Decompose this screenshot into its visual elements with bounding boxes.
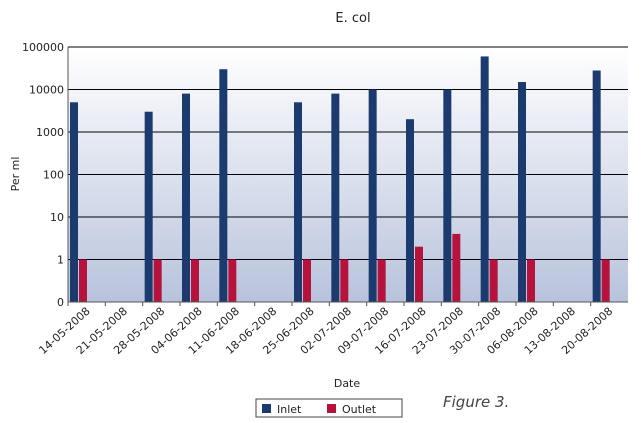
y-tick-label: 1 [57,254,64,267]
y-tick-label: 0 [57,296,64,309]
legend-label-outlet: Outlet [342,403,377,416]
bar-inlet [592,70,601,302]
figure-caption: Figure 3. [443,393,510,411]
bar-outlet [601,259,610,302]
bar-inlet [182,93,190,302]
bar-inlet [219,69,228,302]
bar-inlet [294,102,302,302]
y-tick-label: 100 [43,169,64,182]
y-tick-label: 10 [50,211,64,224]
bar-outlet [527,259,535,302]
bar-inlet [518,82,526,303]
bar-outlet [228,259,237,302]
chart-title: E. col [335,11,370,26]
bar-outlet [303,259,311,302]
bar-inlet [70,102,78,302]
bar-inlet [331,93,340,302]
bar-outlet [191,259,199,302]
bar-outlet [340,259,349,302]
bar-outlet [153,259,162,302]
y-tick-label: 10000 [29,84,64,97]
bar-inlet [144,111,153,302]
legend-label-inlet: Inlet [277,403,302,416]
x-axis-label: Date [334,377,361,390]
legend-swatch-inlet [262,404,271,413]
bar-outlet [489,259,498,302]
bars [70,56,610,303]
y-axis-label: Per ml [9,157,22,192]
x-tick-labels: 14-05-200821-05-200828-05-200804-06-2008… [36,301,628,357]
bar-outlet [377,259,386,302]
bar-inlet [406,119,414,302]
bar-outlet [415,246,423,302]
legend: Inlet Outlet [255,398,403,418]
y-tick-label: 100000 [22,41,64,54]
legend-swatch-outlet [327,404,336,413]
bar-inlet [443,89,452,302]
bar-outlet [452,233,461,302]
bar-outlet [79,259,87,302]
y-tick-label: 1000 [36,126,64,139]
bar-inlet [480,56,489,302]
bar-inlet [368,89,377,302]
